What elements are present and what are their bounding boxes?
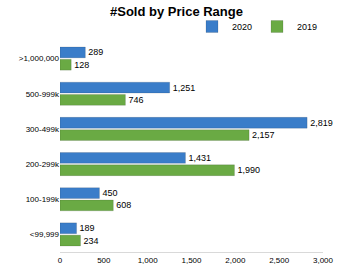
svg-text:100-199k: 100-199k — [26, 195, 60, 204]
svg-text:<99,999: <99,999 — [30, 230, 60, 239]
svg-text:1,251: 1,251 — [173, 83, 196, 93]
svg-text:500-999k: 500-999k — [26, 90, 60, 99]
svg-text:#Sold by Price Range: #Sold by Price Range — [110, 4, 243, 19]
svg-text:128: 128 — [74, 60, 89, 70]
svg-text:189: 189 — [80, 223, 95, 233]
svg-text:289: 289 — [88, 47, 103, 57]
svg-text:>1,000,000: >1,000,000 — [19, 54, 60, 63]
svg-text:450: 450 — [102, 188, 117, 198]
svg-text:1,500: 1,500 — [181, 256, 202, 265]
svg-text:2020: 2020 — [232, 22, 252, 32]
svg-text:0: 0 — [58, 256, 63, 265]
svg-text:2019: 2019 — [297, 22, 317, 32]
svg-text:608: 608 — [116, 200, 131, 210]
svg-text:500: 500 — [97, 256, 111, 265]
svg-text:2,000: 2,000 — [225, 256, 246, 265]
svg-text:1,990: 1,990 — [237, 165, 260, 175]
svg-text:1,000: 1,000 — [138, 256, 159, 265]
svg-text:1,431: 1,431 — [188, 153, 211, 163]
svg-text:234: 234 — [84, 236, 99, 246]
svg-text:746: 746 — [128, 95, 143, 105]
svg-text:3,000: 3,000 — [313, 256, 334, 265]
svg-text:2,157: 2,157 — [252, 130, 275, 140]
svg-text:2,500: 2,500 — [269, 256, 290, 265]
svg-text:2,819: 2,819 — [310, 118, 333, 128]
svg-text:300-499k: 300-499k — [26, 125, 60, 134]
svg-text:200-299k: 200-299k — [26, 160, 60, 169]
